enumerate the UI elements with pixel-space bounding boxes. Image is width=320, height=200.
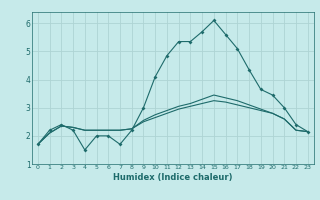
X-axis label: Humidex (Indice chaleur): Humidex (Indice chaleur) [113, 173, 233, 182]
